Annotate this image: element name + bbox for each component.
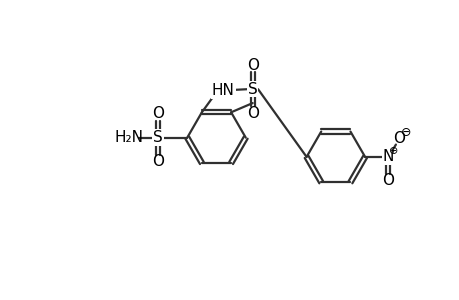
- Text: O: O: [392, 131, 404, 146]
- Text: O: O: [151, 154, 163, 169]
- Text: O: O: [246, 58, 258, 73]
- Text: O: O: [246, 106, 258, 121]
- Text: HN: HN: [212, 83, 235, 98]
- Text: ⊕: ⊕: [388, 146, 397, 156]
- Text: N: N: [382, 149, 393, 164]
- Text: S: S: [247, 82, 257, 97]
- Text: O: O: [151, 106, 163, 121]
- Text: ⊖: ⊖: [400, 126, 410, 139]
- Text: O: O: [381, 173, 393, 188]
- Text: S: S: [153, 130, 162, 145]
- Text: H₂N: H₂N: [114, 130, 143, 145]
